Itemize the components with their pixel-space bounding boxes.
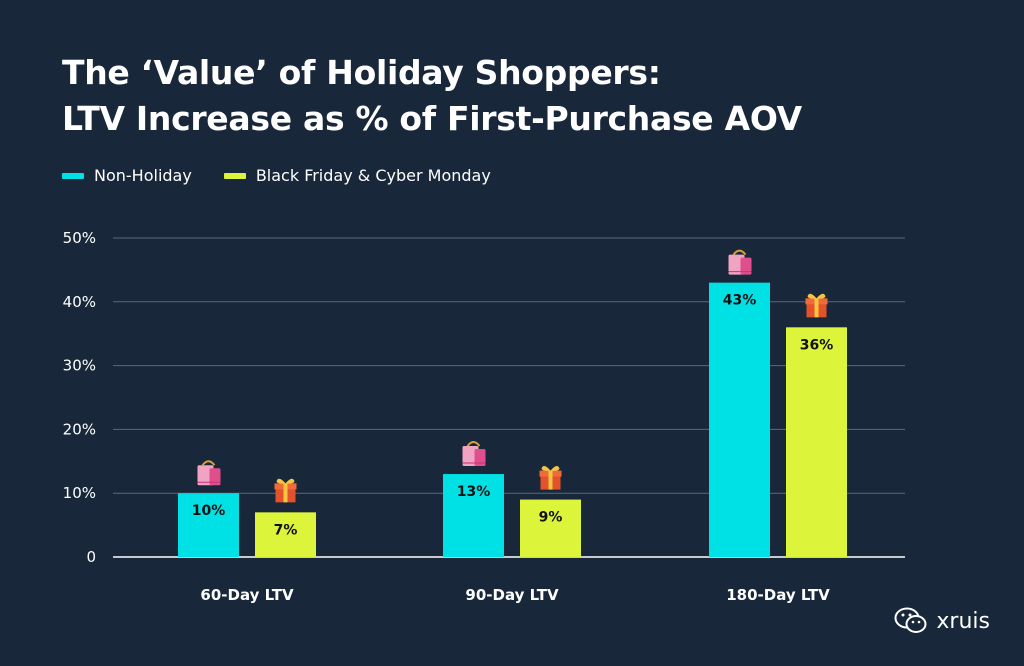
gift-icon xyxy=(539,466,562,490)
y-tick-label: 30% xyxy=(63,357,96,375)
legend: Non-Holiday Black Friday & Cyber Monday xyxy=(62,166,523,185)
bar-non-holiday xyxy=(443,474,504,557)
watermark: xruis xyxy=(894,606,990,636)
data-label: 36% xyxy=(800,337,834,353)
legend-item-bfcm: Black Friday & Cyber Monday xyxy=(223,166,491,185)
watermark-text: xruis xyxy=(936,608,990,634)
bar-bfcm xyxy=(255,512,316,557)
x-category-label: 180-Day LTV xyxy=(726,586,830,604)
bar-bfcm xyxy=(786,327,847,557)
bar-non-holiday xyxy=(709,282,770,557)
data-label: 13% xyxy=(457,484,491,500)
gift-icon xyxy=(274,478,297,503)
bar-bfcm xyxy=(520,499,581,557)
legend-swatch-non-holiday xyxy=(62,172,84,179)
chart-title: The ‘Value’ of Holiday Shoppers: LTV Inc… xyxy=(62,50,802,142)
legend-item-non-holiday: Non-Holiday xyxy=(62,166,192,185)
y-tick-label: 40% xyxy=(63,293,96,311)
y-tick-label: 20% xyxy=(63,420,96,438)
y-tick-label: 10% xyxy=(63,484,96,502)
legend-label-non-holiday: Non-Holiday xyxy=(94,166,192,185)
x-category-label: 60-Day LTV xyxy=(200,586,294,604)
bar-non-holiday xyxy=(178,493,239,557)
data-label: 43% xyxy=(723,293,757,309)
data-label: 9% xyxy=(539,510,563,526)
shopping-bag-icon xyxy=(462,441,486,467)
chart-title-line-1: The ‘Value’ of Holiday Shoppers: xyxy=(62,53,661,92)
gift-icon xyxy=(805,293,828,318)
x-category-label: 90-Day LTV xyxy=(465,586,559,604)
legend-label-bfcm: Black Friday & Cyber Monday xyxy=(255,166,491,185)
y-tick-label: 0 xyxy=(86,548,96,566)
legend-swatch-bfcm xyxy=(223,172,246,179)
data-label: 10% xyxy=(192,503,226,519)
shopping-bag-icon xyxy=(197,460,221,486)
wechat-icon xyxy=(894,607,927,633)
chart-title-line-2: LTV Increase as % of First-Purchase AOV xyxy=(62,99,802,138)
data-label: 7% xyxy=(274,522,298,538)
shopping-bag-icon xyxy=(728,249,752,275)
y-tick-label: 50% xyxy=(63,229,96,247)
